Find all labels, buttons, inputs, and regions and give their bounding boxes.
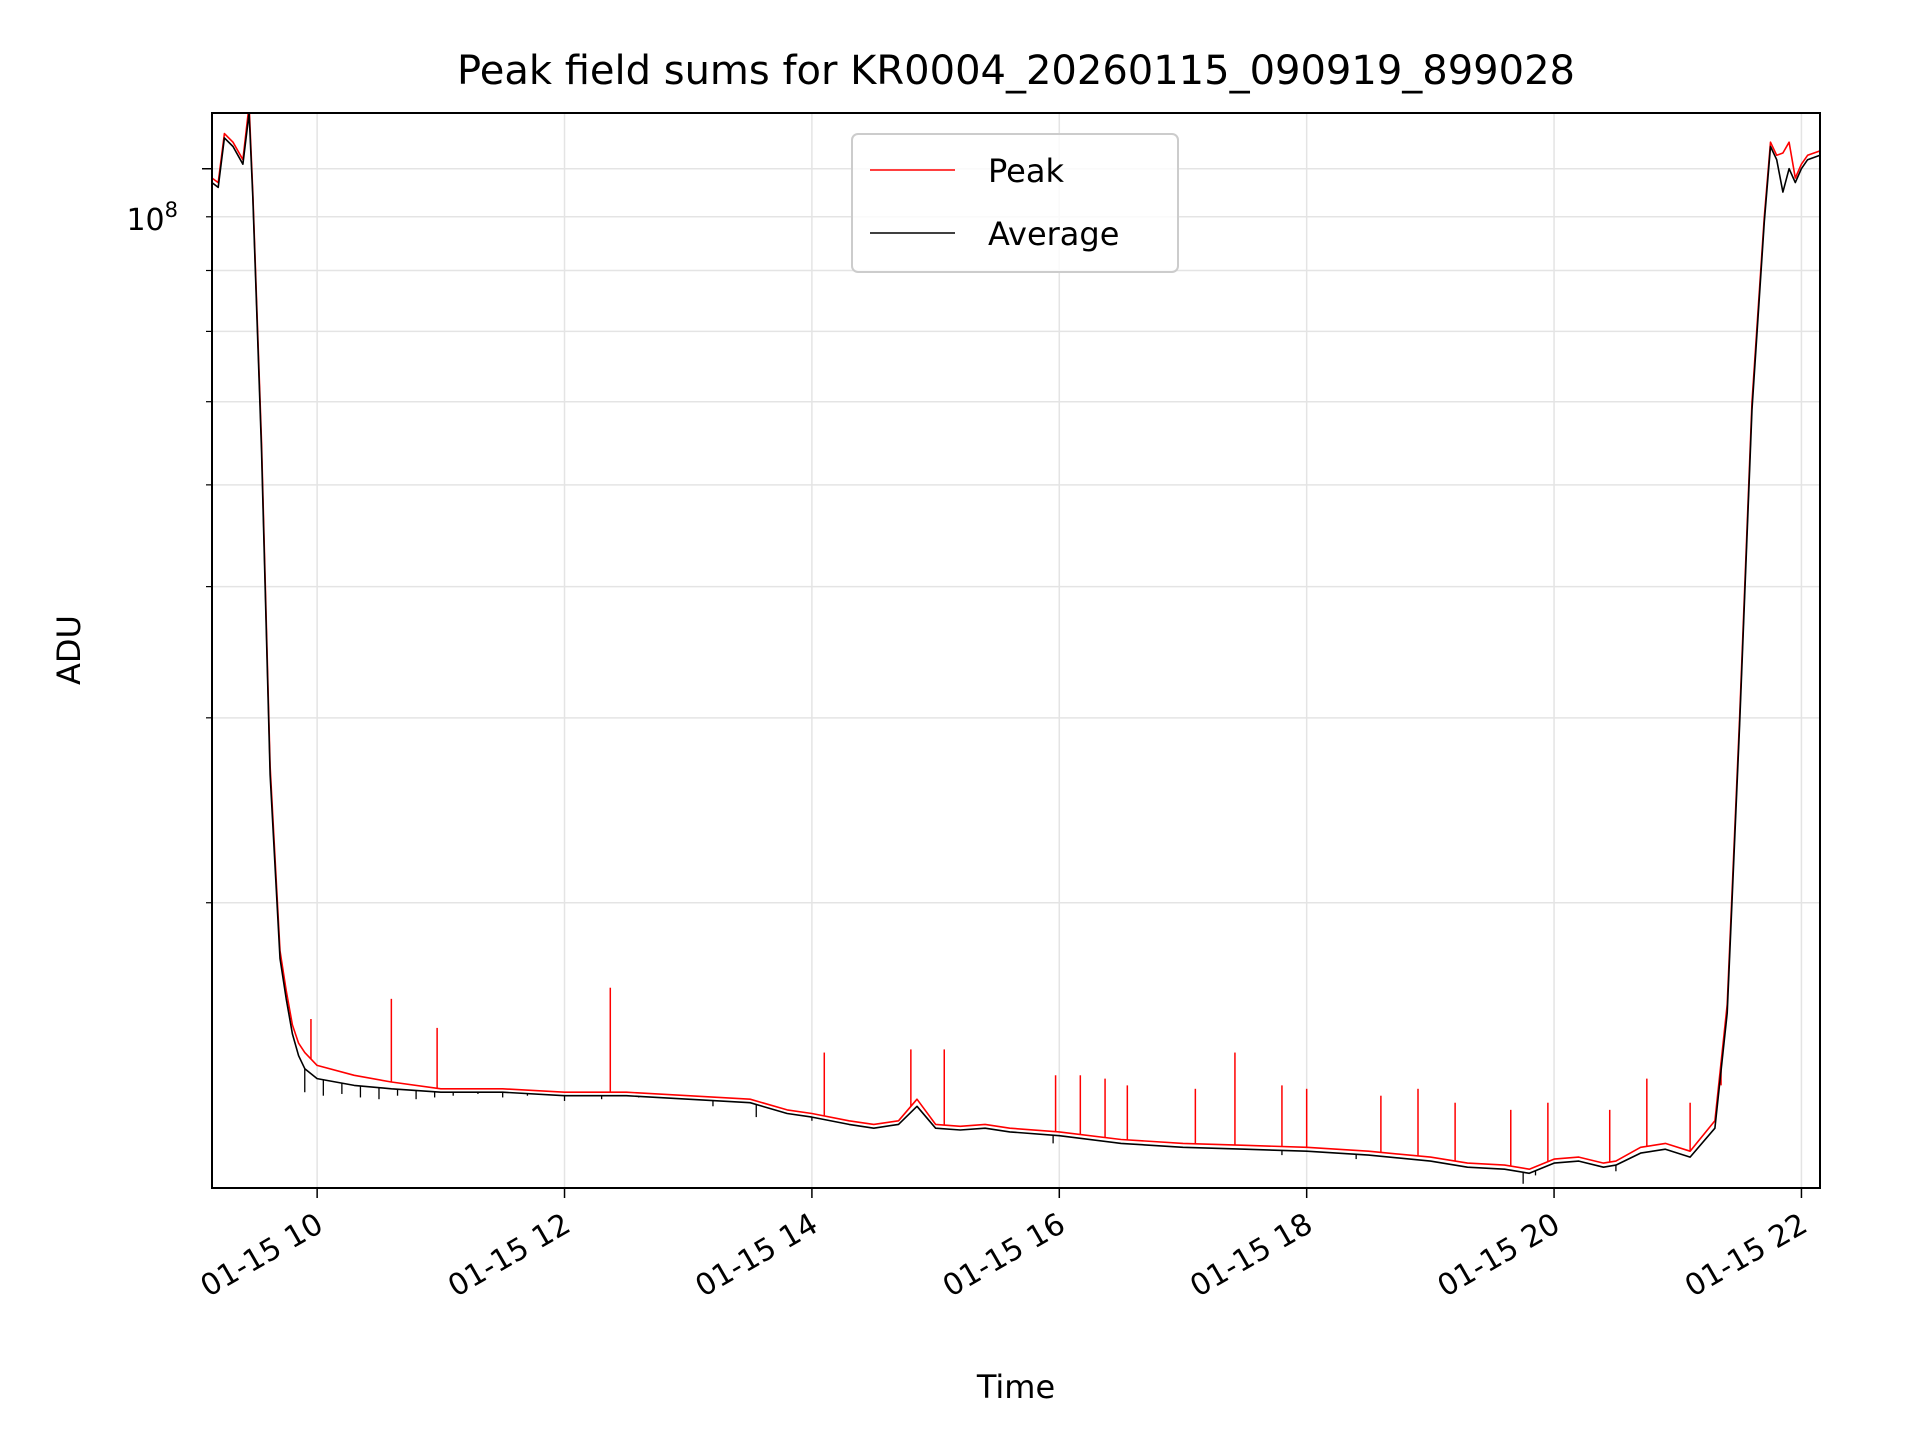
legend-label-peak: Peak [988,152,1064,190]
y-tick-base: 10 [126,203,164,238]
y-axis-label: ADU [50,615,88,685]
x-axis-label: Time [976,1368,1055,1406]
svg-text:108: 108 [126,198,178,238]
legend-box [851,133,1179,273]
y-tick-exponent: 8 [165,198,178,222]
y-tick-label-1e8: 108 [126,198,178,238]
plot-frame [211,112,1821,1189]
legend-label-average: Average [988,215,1119,253]
chart-title: Peak field sums for KR0004_20260115_0909… [457,48,1575,94]
y-axis [202,167,212,904]
series-line-average [212,113,1820,1175]
legend: Peak Average [851,133,1179,273]
series-layer [212,113,1820,1184]
